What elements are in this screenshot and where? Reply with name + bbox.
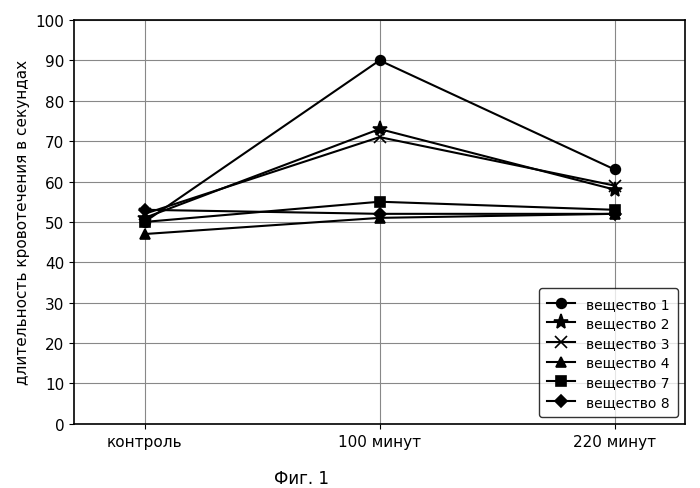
вещество 4 [141,232,149,238]
Y-axis label: длительность кровотечения в секундах: длительность кровотечения в секундах [15,60,30,385]
вещество 3 [610,183,619,189]
вещество 8 [375,211,384,217]
Line: вещество 2: вещество 2 [137,122,622,226]
вещество 8 [610,211,619,217]
вещество 7 [141,220,149,225]
вещество 4 [375,216,384,222]
вещество 2 [375,127,384,133]
вещество 3 [375,135,384,141]
Text: Фиг. 1: Фиг. 1 [274,469,328,487]
вещество 2 [610,187,619,193]
Line: вещество 4: вещество 4 [140,209,620,240]
вещество 4 [610,211,619,217]
вещество 3 [141,211,149,217]
Line: вещество 8: вещество 8 [141,206,619,219]
Line: вещество 3: вещество 3 [139,132,620,220]
Line: вещество 7: вещество 7 [140,198,620,227]
вещество 1 [610,167,619,173]
Legend: вещество 1, вещество 2, вещество 3, вещество 4, вещество 7, вещество 8: вещество 1, вещество 2, вещество 3, веще… [539,289,678,417]
вещество 1 [375,59,384,64]
вещество 7 [375,200,384,205]
вещество 8 [141,207,149,213]
вещество 7 [610,207,619,213]
Line: вещество 1: вещество 1 [140,57,620,227]
вещество 1 [141,220,149,225]
вещество 2 [141,216,149,222]
